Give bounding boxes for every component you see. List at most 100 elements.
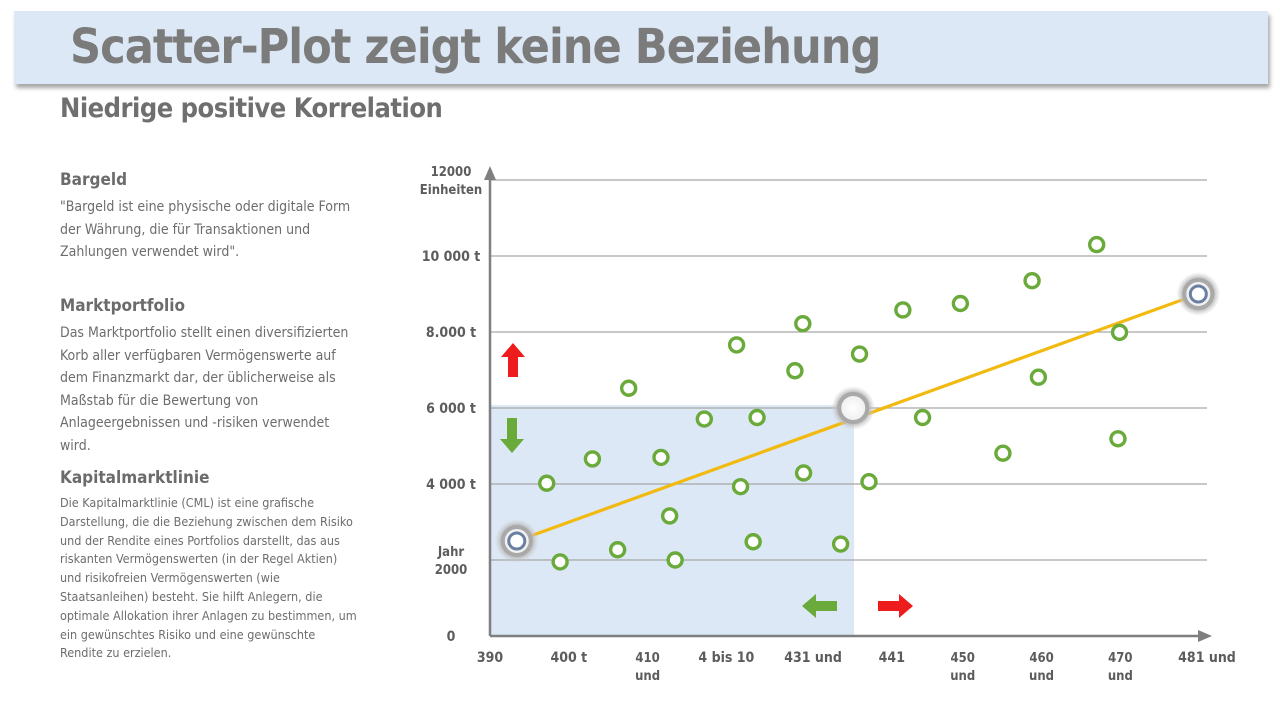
data-point	[1087, 235, 1106, 254]
x-tick-line: 410	[635, 651, 659, 666]
section-heading: Bargeld	[60, 170, 128, 190]
section-heading: Marktportfolio	[60, 296, 186, 316]
page-subtitle: Niedrige positive Korrelation	[60, 93, 443, 124]
y-tick-line: 8.000 t	[426, 325, 476, 341]
section-heading: Kapitalmarktlinie	[60, 468, 210, 488]
section-kapitalmarktlinie: Kapitalmarktlinie Die Kapitalmarktlinie …	[60, 468, 360, 663]
page-title: Scatter-Plot zeigt keine Beziehung	[70, 19, 881, 75]
arrow-right-icon	[878, 594, 913, 618]
arrow-up-icon	[501, 343, 525, 377]
title-bar: Scatter-Plot zeigt keine Beziehung	[14, 11, 1268, 84]
y-tick-label: 8.000 t	[426, 325, 476, 341]
x-tick-label: 390	[477, 650, 504, 666]
highlighted-point	[1176, 272, 1221, 316]
arrow-down-icon	[500, 418, 524, 453]
x-tick-line: 450	[951, 651, 975, 666]
arrows-layer	[500, 343, 913, 618]
data-point	[894, 301, 912, 319]
highlight-core	[1188, 284, 1208, 304]
x-tick-line: 470	[1108, 651, 1132, 666]
x-tick-line: 431 und	[784, 650, 842, 666]
section-body: Die Kapitalmarktlinie (CML) ist eine gra…	[60, 495, 357, 661]
data-point	[583, 450, 602, 468]
data-point	[951, 294, 970, 313]
x-tick-label: 431 und	[784, 650, 842, 666]
data-point	[744, 533, 762, 551]
data-point	[666, 551, 684, 569]
y-tick-line: 6 000 t	[426, 401, 476, 417]
x-axis-arrowhead	[1198, 630, 1212, 642]
y-tick-line: Einheiten	[420, 183, 482, 198]
y-tick-label: 6 000 t	[426, 401, 476, 417]
x-tick-line: 400 t	[550, 650, 587, 666]
y-tick-line: 4 000 t	[426, 477, 476, 493]
x-tick-label: 450 und	[950, 651, 975, 684]
x-tick-line: 441	[879, 650, 905, 666]
x-tick-label: 460 und	[1029, 651, 1054, 684]
x-tick-label: 470 und	[1108, 651, 1133, 684]
x-tick-line: und	[635, 669, 660, 684]
data-point	[1110, 323, 1129, 342]
data-point	[831, 535, 850, 553]
highlighted-point	[831, 386, 876, 430]
highlighted-point	[494, 519, 539, 563]
x-tick-label: 441	[879, 650, 905, 666]
highlight-ring	[1182, 278, 1215, 310]
data-point	[913, 408, 932, 427]
x-tick-label: 4 bis 10	[698, 650, 754, 666]
data-point	[727, 336, 746, 354]
axes-layer	[484, 166, 1212, 642]
data-point	[660, 507, 679, 525]
x-tick-line: 460	[1029, 651, 1053, 666]
x-tick-line: und	[950, 669, 975, 684]
data-point	[1029, 368, 1048, 386]
y-tick-label: 4 000 t	[426, 477, 476, 493]
data-point	[731, 477, 750, 496]
section-bargeld: Bargeld "Bargeld ist eine physische oder…	[60, 170, 360, 264]
x-tick-label: 400 t	[550, 650, 587, 666]
data-point	[786, 362, 804, 380]
y-tick-line: Jahr	[437, 545, 465, 560]
y-tick-label: 0	[447, 629, 456, 645]
data-point	[860, 473, 878, 491]
highlighted-points-layer	[494, 272, 1221, 563]
points-layer	[538, 235, 1129, 571]
y-tick-labels: 0 Jahr 2000 4 000 t 6 000 t 8.000 t 10 000 t 12…	[420, 165, 482, 645]
section-body: Das Marktportfolio stellt einen diversif…	[60, 325, 349, 454]
data-point	[794, 464, 813, 482]
y-tick-label: 12000 Einheiten	[420, 165, 482, 198]
data-point	[652, 448, 670, 467]
data-point	[551, 553, 569, 571]
y-tick-line: 0	[447, 629, 456, 645]
arrow-left-icon	[802, 594, 837, 618]
y-axis-arrowhead	[484, 166, 496, 180]
x-tick-line: und	[1029, 669, 1054, 684]
data-point	[794, 314, 812, 333]
x-tick-line: 4 bis 10	[698, 650, 754, 666]
x-tick-label: 410 und	[635, 651, 660, 684]
data-point	[608, 541, 627, 559]
y-tick-line: 2000	[435, 563, 468, 578]
x-tick-line: und	[1108, 669, 1133, 684]
highlight-core	[507, 531, 527, 551]
section-body: "Bargeld ist eine physische oder digital…	[60, 199, 351, 260]
data-point	[994, 444, 1012, 462]
data-point	[538, 474, 556, 492]
data-point	[850, 345, 869, 363]
x-tick-line: 481 und	[1178, 650, 1236, 666]
y-tick-label: 10 000 t	[422, 249, 481, 265]
x-tick-label: 481 und	[1178, 650, 1236, 666]
data-point	[748, 408, 766, 427]
x-tick-line: 390	[477, 650, 504, 666]
highlight-ring	[837, 392, 870, 424]
y-tick-line: 10 000 t	[422, 249, 481, 265]
data-point	[619, 379, 638, 397]
data-point	[1023, 272, 1041, 290]
y-tick-line: 12000	[431, 165, 472, 180]
y-tick-label: Jahr 2000	[435, 545, 468, 578]
data-point	[695, 410, 714, 428]
section-marktportfolio: Marktportfolio Das Marktportfolio stellt…	[60, 296, 360, 457]
highlight-ring	[500, 525, 533, 557]
